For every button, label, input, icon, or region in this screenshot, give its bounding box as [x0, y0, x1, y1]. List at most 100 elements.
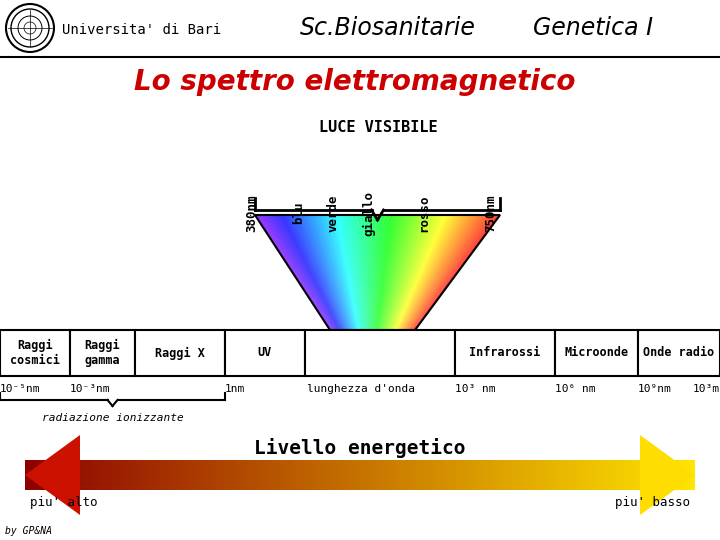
- Bar: [103, 460, 105, 490]
- Polygon shape: [379, 215, 399, 330]
- Polygon shape: [397, 215, 451, 330]
- Bar: [572, 460, 575, 490]
- Bar: [657, 460, 660, 490]
- Bar: [192, 460, 194, 490]
- Bar: [318, 460, 320, 490]
- Bar: [159, 460, 161, 490]
- Polygon shape: [392, 215, 435, 330]
- Bar: [487, 460, 490, 490]
- Bar: [354, 460, 356, 490]
- Polygon shape: [391, 215, 431, 330]
- Polygon shape: [364, 215, 368, 330]
- Bar: [275, 460, 277, 490]
- Bar: [175, 460, 177, 490]
- Polygon shape: [334, 215, 358, 330]
- Bar: [25, 460, 27, 490]
- Bar: [295, 460, 297, 490]
- Bar: [96, 460, 99, 490]
- Text: Infrarossi: Infrarossi: [469, 347, 541, 360]
- Bar: [526, 460, 528, 490]
- Bar: [483, 460, 485, 490]
- Bar: [543, 460, 545, 490]
- Bar: [264, 460, 266, 490]
- Polygon shape: [377, 215, 392, 330]
- Polygon shape: [271, 215, 336, 330]
- Bar: [90, 460, 92, 490]
- Polygon shape: [402, 215, 465, 330]
- Bar: [615, 460, 617, 490]
- Bar: [425, 460, 427, 490]
- Bar: [50, 460, 52, 490]
- Bar: [467, 460, 469, 490]
- Polygon shape: [317, 215, 352, 330]
- Polygon shape: [400, 215, 459, 330]
- Bar: [130, 460, 132, 490]
- Bar: [74, 460, 76, 490]
- Bar: [208, 460, 210, 490]
- Bar: [668, 460, 670, 490]
- Polygon shape: [389, 215, 426, 330]
- Bar: [398, 460, 400, 490]
- Polygon shape: [268, 215, 335, 330]
- Polygon shape: [310, 215, 349, 330]
- Bar: [617, 460, 619, 490]
- Polygon shape: [381, 215, 402, 330]
- Text: rosso: rosso: [417, 194, 430, 232]
- Bar: [670, 460, 672, 490]
- Polygon shape: [379, 215, 395, 330]
- Bar: [682, 460, 684, 490]
- Polygon shape: [285, 215, 341, 330]
- Bar: [153, 460, 155, 490]
- Polygon shape: [415, 215, 499, 330]
- Text: Lo spettro elettromagnetico: Lo spettro elettromagnetico: [134, 68, 576, 96]
- Polygon shape: [412, 215, 492, 330]
- Polygon shape: [346, 215, 361, 330]
- Polygon shape: [379, 215, 397, 330]
- Polygon shape: [405, 215, 474, 330]
- Polygon shape: [297, 215, 345, 330]
- Bar: [70, 460, 72, 490]
- Polygon shape: [391, 215, 432, 330]
- Polygon shape: [359, 215, 366, 330]
- Text: 10⁶ nm: 10⁶ nm: [555, 384, 595, 394]
- Polygon shape: [401, 215, 460, 330]
- Bar: [340, 460, 342, 490]
- Polygon shape: [400, 215, 456, 330]
- Polygon shape: [410, 215, 485, 330]
- Bar: [599, 460, 601, 490]
- Bar: [181, 460, 184, 490]
- Polygon shape: [382, 215, 404, 330]
- Bar: [38, 460, 40, 490]
- Bar: [449, 460, 451, 490]
- Polygon shape: [316, 215, 351, 330]
- Text: radiazione ionizzante: radiazione ionizzante: [42, 413, 184, 423]
- Text: 380nm: 380nm: [245, 194, 258, 232]
- Polygon shape: [405, 215, 471, 330]
- Polygon shape: [349, 215, 363, 330]
- Bar: [382, 460, 384, 490]
- Bar: [273, 460, 275, 490]
- Bar: [597, 460, 599, 490]
- Polygon shape: [383, 215, 408, 330]
- Bar: [202, 460, 204, 490]
- Polygon shape: [273, 215, 336, 330]
- Bar: [204, 460, 206, 490]
- Polygon shape: [373, 215, 380, 330]
- Bar: [311, 460, 313, 490]
- Text: 10³ nm: 10³ nm: [455, 384, 495, 394]
- Bar: [454, 460, 456, 490]
- Polygon shape: [269, 215, 335, 330]
- Bar: [99, 460, 101, 490]
- Polygon shape: [295, 215, 344, 330]
- Bar: [456, 460, 458, 490]
- Polygon shape: [413, 215, 497, 330]
- Bar: [32, 460, 34, 490]
- Bar: [81, 460, 83, 490]
- Bar: [378, 460, 380, 490]
- Polygon shape: [290, 215, 343, 330]
- Polygon shape: [396, 215, 447, 330]
- Polygon shape: [411, 215, 490, 330]
- Bar: [60, 460, 63, 490]
- Polygon shape: [409, 215, 483, 330]
- Polygon shape: [395, 215, 444, 330]
